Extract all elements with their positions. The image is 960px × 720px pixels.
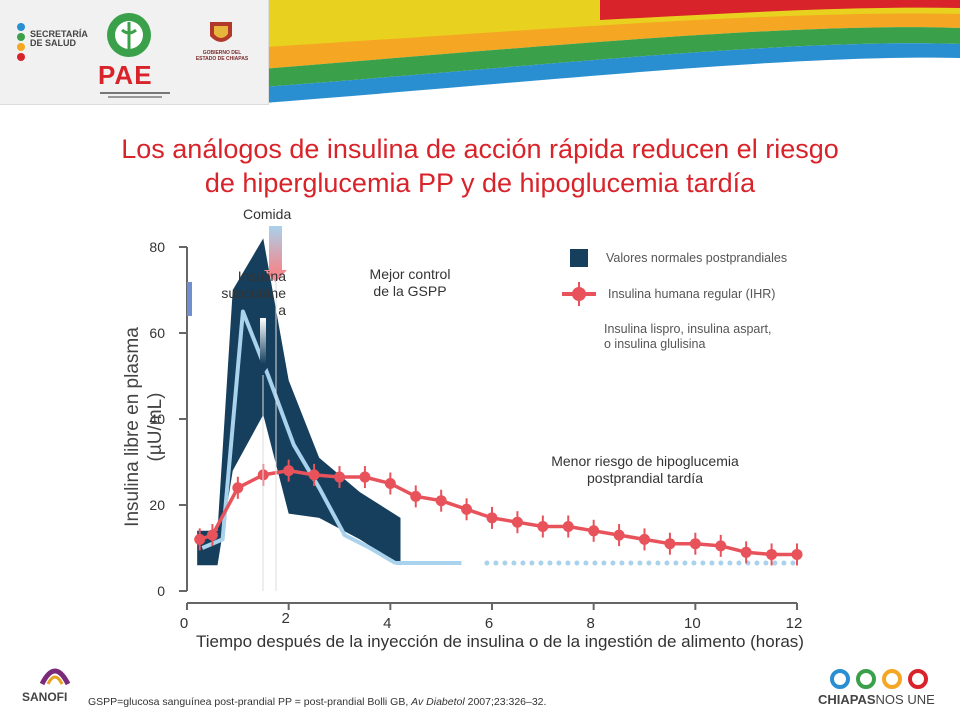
footnote-tail: 2007;23:326–32. — [467, 696, 547, 708]
menor-line1: Menor riesgo de hipoglucemia — [551, 453, 739, 469]
x-tick-label-4: 4 — [383, 615, 391, 632]
legend-layer — [562, 249, 596, 306]
y-tick-label-80: 80 — [149, 239, 165, 255]
legend-analog-line2: o insulina glulisina — [604, 337, 706, 351]
menor-riesgo-label: Menor riesgo de hipoglucemia postprandia… — [505, 453, 785, 487]
footnote: GSPP=glucosa sanguínea post-prandial PP … — [88, 696, 546, 708]
ihr-point-18 — [639, 533, 650, 545]
ihr-point-4 — [283, 465, 295, 477]
comida-arrow-shaft — [269, 226, 282, 270]
ihr-point-8 — [384, 478, 396, 489]
ihr-point-7 — [359, 471, 371, 483]
title-line2: de hiperglucemia PP y de hipoglucemia ta… — [204, 168, 756, 198]
secretaria-logo-text: SECRETARÍA DE SALUD — [30, 30, 88, 48]
ihr-point-2 — [232, 482, 244, 494]
gobierno-line2: ESTADO DE CHIAPAS — [195, 56, 249, 62]
y-tick-label-20: 20 — [149, 497, 165, 513]
sanofi-logo-text: SANOFI — [22, 690, 68, 704]
ihr-point-9 — [410, 490, 422, 502]
ihr-point-19 — [664, 538, 676, 550]
chiapas-rings-icon — [828, 668, 932, 690]
ihr-point-17 — [613, 529, 625, 541]
ihr-point-16 — [588, 525, 600, 537]
footnote-journal: Av Diabetol — [411, 696, 465, 708]
ihr-point-21 — [715, 540, 727, 552]
ihr-point-1 — [206, 529, 218, 541]
y-axis-title-line2: (µU/mL) — [145, 392, 166, 462]
axes-layer: 0 20 40 60 80 0 2 4 6 8 10 12 — [149, 239, 802, 632]
gobierno-logo-text: GOBIERNO DEL ESTADO DE CHIAPAS — [194, 50, 250, 62]
insulin-arrow-shaft — [260, 318, 266, 364]
ihr-point-0 — [194, 533, 206, 545]
y-axis-title-line1: Insulina libre en plasma — [122, 327, 143, 527]
ihr-point-13 — [511, 516, 523, 528]
y-tick-label-0: 0 — [157, 583, 165, 599]
legend-analog-label: Insulina lispro, insulina aspart, o insu… — [604, 322, 771, 352]
chiapas-bold: CHIAPAS — [818, 692, 876, 707]
x-tick-label-10: 10 — [684, 615, 701, 632]
annotation-arrows-layer — [187, 226, 287, 591]
legend-normal-label: Valores normales postprandiales — [606, 251, 788, 265]
header-waves — [250, 0, 960, 104]
legend-ihr-marker — [572, 287, 586, 301]
ihr-point-6 — [334, 471, 345, 483]
legend-ihr-label: Insulina humana regular (IHR) — [608, 287, 776, 301]
ihr-point-12 — [486, 512, 498, 524]
chiapas-nos-une-logo: CHIAPASNOS UNE — [818, 692, 935, 707]
mejor-control-label: Mejor control de la GSPP — [350, 266, 470, 300]
sanofi-logo-icon — [38, 662, 72, 688]
title-line1: Los análogos de insulina de acción rápid… — [121, 134, 839, 164]
secretaria-line1: SECRETARÍA — [30, 29, 88, 39]
comida-label: Comida — [243, 206, 292, 222]
insulina-line1: Insulina — [237, 268, 286, 284]
gobierno-line1: GOBIERNO DEL — [202, 50, 242, 56]
x-tick-label-6: 6 — [485, 615, 493, 632]
left-edge-marker — [187, 282, 192, 316]
legend-analog-line1: Insulina lispro, insulina aspart, — [604, 322, 772, 336]
secretaria-logo-icon — [14, 22, 28, 62]
footnote-main: GSPP=glucosa sanguínea post-prandial PP … — [88, 696, 409, 708]
pae-logo-text: PAE — [98, 60, 153, 90]
mejor-line2: de la GSPP — [373, 283, 447, 299]
ihr-point-20 — [689, 538, 701, 550]
x-tick-label-12: 12 — [786, 615, 803, 632]
x-axis-title: Tiempo después de la inyección de insuli… — [196, 632, 804, 651]
mejor-line1: Mejor control — [369, 266, 451, 282]
secretaria-line2: DE SALUD — [30, 38, 77, 48]
ihr-point-14 — [537, 521, 549, 532]
slide-title: Los análogos de insulina de acción rápid… — [40, 132, 920, 200]
pae-subtitle-icon — [100, 88, 170, 98]
y-tick-label-40: 40 — [149, 411, 165, 427]
ihr-point-22 — [740, 546, 752, 558]
legend-normal-swatch — [570, 249, 588, 267]
y-axis-title: Insulina libre en plasma (µU/mL) — [121, 307, 167, 547]
x-tick-label-2: 2 — [281, 610, 289, 627]
insulina-subcutanea-label: Insulina subcutáne a — [190, 268, 286, 319]
insulina-line3: a — [278, 302, 286, 318]
ihr-point-10 — [435, 495, 447, 507]
ihr-point-15 — [562, 521, 574, 532]
chiapas-shield-icon — [208, 20, 234, 48]
insulin-arrow-head — [256, 364, 270, 374]
ihr-point-5 — [308, 469, 320, 481]
insulina-line2: subcutáne — [221, 285, 286, 301]
x-tick-label-0: 0 — [180, 615, 188, 632]
ihr-point-23 — [766, 548, 778, 560]
menor-line2: postprandial tardía — [587, 470, 703, 486]
ihr-point-24 — [791, 548, 803, 560]
y-tick-label-60: 60 — [149, 325, 165, 341]
x-tick-label-8: 8 — [586, 615, 594, 632]
logo-panel: SECRETARÍA DE SALUD PAE GOBIERNO DEL EST… — [0, 0, 269, 105]
ihr-point-11 — [461, 503, 473, 515]
chiapas-rest: NOS UNE — [875, 692, 935, 707]
analog-series-line — [201, 309, 397, 565]
pae-emblem-icon — [106, 10, 152, 60]
comida-arrow-head — [264, 270, 287, 282]
analog-series-layer — [201, 309, 800, 566]
